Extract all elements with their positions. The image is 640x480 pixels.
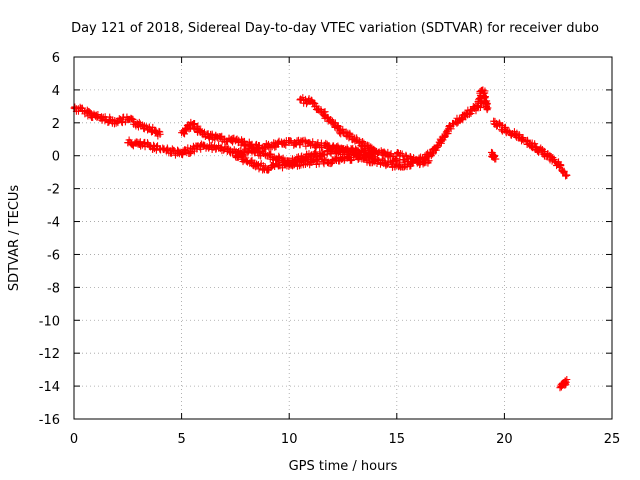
- plot-border: [73, 56, 613, 420]
- data-point-trail: [400, 156, 408, 164]
- y-tick-label: 0: [52, 150, 60, 165]
- data-point: [371, 155, 379, 163]
- data-point-trail: [515, 131, 523, 139]
- data-point: [563, 376, 571, 384]
- y-tick-label: -8: [47, 281, 60, 296]
- data-point-trail: [437, 137, 445, 145]
- data-point: [492, 155, 500, 163]
- y-tick-label: 4: [52, 84, 60, 99]
- data-point-trail: [197, 127, 205, 135]
- data-point-trail: [331, 144, 339, 152]
- data-point-trail: [519, 135, 527, 143]
- y-tick-label: 6: [52, 51, 60, 66]
- data-point-trail: [444, 130, 452, 138]
- y-tick-label: -6: [47, 248, 60, 263]
- data-point-trail: [398, 150, 406, 158]
- data-point-trail: [140, 139, 148, 147]
- x-tick-label: 0: [70, 432, 78, 447]
- x-tick-label: 20: [496, 432, 513, 447]
- data-point-trail: [286, 137, 294, 145]
- data-point-trail: [181, 126, 189, 134]
- data-point-trail: [557, 161, 565, 169]
- data-point-trail: [386, 151, 394, 159]
- y-tick-label: -4: [47, 216, 60, 231]
- x-tick-label: 10: [281, 432, 298, 447]
- y-tick-label: -2: [47, 183, 60, 198]
- data-point-trail: [364, 141, 372, 149]
- data-point: [483, 106, 491, 114]
- data-point: [178, 150, 186, 158]
- plot-area: [74, 57, 612, 419]
- x-tick-label: 25: [604, 432, 621, 447]
- data-point-trail: [309, 138, 317, 146]
- x-tick-label: 5: [177, 432, 185, 447]
- y-axis-label: SDTVAR / TECUs: [7, 185, 22, 292]
- data-point: [563, 171, 571, 179]
- data-point-trail: [346, 131, 354, 139]
- data-point-trail: [331, 155, 339, 163]
- x-axis-label: GPS time / hours: [289, 459, 398, 474]
- data-point-trail: [241, 148, 249, 156]
- data-points: [70, 86, 571, 392]
- y-tick-label: -14: [39, 380, 60, 395]
- data-point-trail: [271, 143, 279, 151]
- data-point-trail: [233, 135, 241, 143]
- data-point-trail: [484, 104, 492, 112]
- x-tick-label: 15: [389, 432, 406, 447]
- data-point-trail: [502, 128, 510, 136]
- data-point-trail: [443, 126, 451, 134]
- y-tick-label: -16: [39, 413, 60, 428]
- data-point-trail: [287, 137, 295, 145]
- data-point-trail: [465, 110, 473, 118]
- y-tick-label: 2: [52, 117, 60, 132]
- data-point-trail: [195, 126, 203, 134]
- data-point-trail: [560, 167, 568, 175]
- y-tick-label: -10: [39, 314, 60, 329]
- y-tick-label: -12: [39, 347, 60, 362]
- data-point: [156, 130, 164, 138]
- chart-title: Day 121 of 2018, Sidereal Day-to-day VTE…: [71, 21, 599, 36]
